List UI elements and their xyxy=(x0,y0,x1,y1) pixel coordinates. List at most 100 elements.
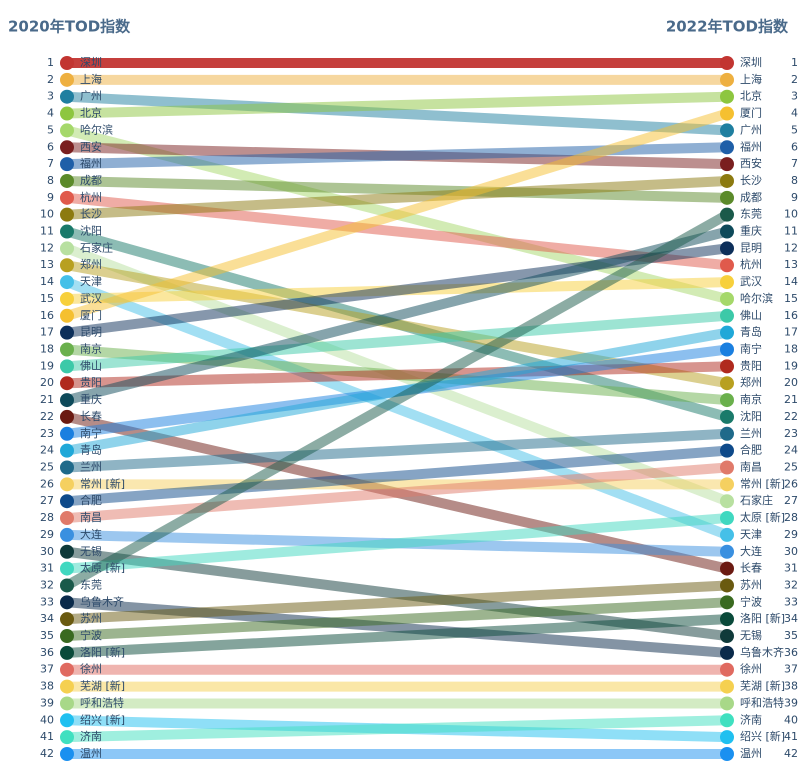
right-dot xyxy=(720,443,734,458)
right-dot xyxy=(720,190,734,205)
right-dot xyxy=(720,72,734,87)
left-city-label: 沈阳 xyxy=(80,224,102,238)
slope-line xyxy=(66,614,728,658)
right-rank-label: 17 xyxy=(784,326,798,339)
left-dot xyxy=(60,561,74,576)
left-city-label: 呼和浩特 xyxy=(80,695,124,709)
left-city-label: 哈尔滨 xyxy=(80,122,113,136)
right-rank-label: 7 xyxy=(791,157,798,170)
slope-line xyxy=(66,175,728,220)
right-dot xyxy=(720,409,734,424)
left-dot xyxy=(60,393,74,408)
left-city-label: 南宁 xyxy=(80,426,102,440)
left-city-label: 南昌 xyxy=(80,511,102,524)
right-rank-label: 33 xyxy=(784,595,798,608)
left-dot xyxy=(60,56,74,70)
right-city-label: 南京 xyxy=(740,392,762,406)
right-rank-label: 9 xyxy=(791,191,798,204)
left-rank-label: 34 xyxy=(40,612,54,625)
left-dot xyxy=(60,730,74,745)
left-dot xyxy=(60,713,74,728)
slope-line xyxy=(66,361,728,389)
left-dot xyxy=(60,106,74,121)
right-rank-label: 3 xyxy=(791,90,798,103)
left-rank-label: 4 xyxy=(47,107,54,120)
slope-line xyxy=(66,580,728,625)
left-dot xyxy=(60,662,74,677)
slope-line xyxy=(66,445,728,507)
left-city-label: 东莞 xyxy=(80,578,102,591)
slope-line xyxy=(66,715,728,743)
right-rank-label: 10 xyxy=(784,208,798,221)
left-dot xyxy=(60,224,74,239)
left-rank-label: 36 xyxy=(40,646,54,659)
left-rank-label: 29 xyxy=(40,528,54,541)
left-dot xyxy=(60,578,74,593)
left-city-label: 合肥 xyxy=(80,493,102,507)
left-city-label: 长春 xyxy=(80,410,102,423)
left-rank-label: 24 xyxy=(40,444,54,457)
slope-line xyxy=(64,210,730,590)
right-city-label: 南宁 xyxy=(740,342,762,356)
right-city-label: 兰州 xyxy=(740,427,762,440)
left-rank-label: 9 xyxy=(47,191,54,204)
right-dot xyxy=(720,173,734,188)
right-rank-label: 24 xyxy=(784,444,798,457)
left-rank-label: 41 xyxy=(40,730,54,743)
right-city-label: 大连 xyxy=(740,544,762,558)
left-dot xyxy=(60,342,74,357)
left-rank-label: 20 xyxy=(40,376,54,389)
right-rank-label: 23 xyxy=(784,427,798,440)
right-rank-label: 31 xyxy=(784,562,798,575)
left-dot xyxy=(60,89,74,104)
right-dot xyxy=(720,527,734,542)
right-rank-label: 14 xyxy=(784,275,798,288)
right-rank-label: 22 xyxy=(784,410,798,423)
right-rank-label: 16 xyxy=(784,309,798,322)
right-city-label: 天津 xyxy=(740,528,762,541)
left-rank-label: 28 xyxy=(40,511,54,524)
left-city-label: 兰州 xyxy=(80,460,102,473)
left-dot xyxy=(60,460,74,475)
left-rank-label: 11 xyxy=(40,225,54,238)
left-city-label: 石家庄 xyxy=(80,240,113,254)
slope-line xyxy=(66,310,728,372)
slope-line xyxy=(65,226,729,405)
slope-line xyxy=(66,428,728,473)
right-rank-label: 4 xyxy=(791,107,798,120)
right-rank-label: 40 xyxy=(784,713,798,726)
left-city-label: 佛山 xyxy=(80,359,102,372)
left-rank-label: 3 xyxy=(47,90,54,103)
left-dot xyxy=(60,157,74,172)
right-city-label: 洛阳 [新] xyxy=(740,611,785,625)
right-dot xyxy=(720,612,734,627)
right-dot xyxy=(720,291,734,306)
right-dot xyxy=(720,747,734,761)
slope-line xyxy=(66,597,728,642)
left-rank-label: 15 xyxy=(40,292,54,305)
right-dot xyxy=(720,224,734,239)
left-axis-title: 2020年TOD指数 xyxy=(8,18,131,36)
right-city-label: 东莞 xyxy=(740,208,762,221)
left-rank-label: 12 xyxy=(40,241,54,254)
left-rank-label: 21 xyxy=(40,393,54,406)
right-dot xyxy=(720,308,734,323)
left-dot xyxy=(60,747,74,761)
right-rank-label: 37 xyxy=(784,663,798,676)
right-dot xyxy=(720,595,734,610)
left-rank-label: 5 xyxy=(47,123,54,136)
left-dot xyxy=(60,190,74,205)
left-dot xyxy=(60,696,74,711)
right-dot xyxy=(720,376,734,391)
right-city-label: 成都 xyxy=(740,191,762,204)
right-city-label: 福州 xyxy=(740,139,762,153)
right-city-label: 徐州 xyxy=(740,662,762,676)
right-dot xyxy=(720,157,734,172)
right-dot xyxy=(720,359,734,374)
left-dot xyxy=(60,173,74,188)
right-rank-label: 5 xyxy=(791,123,798,136)
left-city-label: 徐州 xyxy=(80,662,102,676)
left-city-label: 福州 xyxy=(80,156,102,170)
